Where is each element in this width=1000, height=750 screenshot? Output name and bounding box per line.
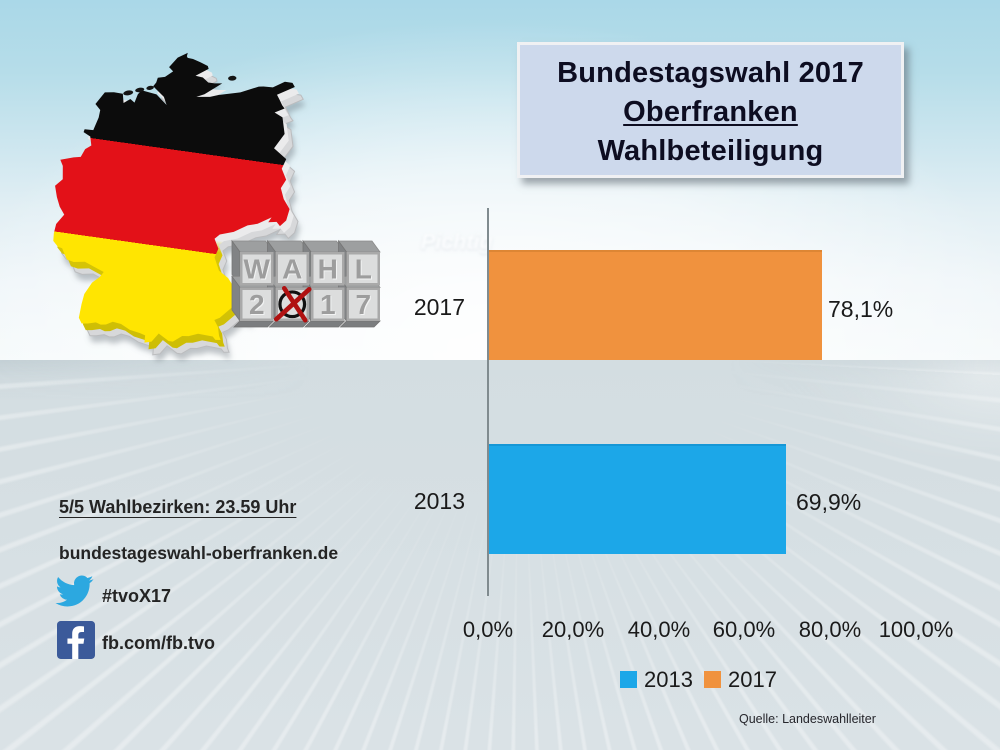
svg-text:A: A — [283, 254, 303, 285]
svg-text:W: W — [245, 254, 272, 285]
svg-text:2: 2 — [250, 290, 266, 321]
svg-text:L: L — [355, 253, 372, 284]
svg-text:H: H — [318, 253, 338, 284]
svg-text:7: 7 — [355, 289, 371, 320]
svg-text:H: H — [319, 254, 339, 285]
svg-text:W: W — [244, 253, 271, 284]
svg-text:7: 7 — [356, 290, 372, 321]
svg-text:L: L — [356, 254, 373, 285]
svg-text:1: 1 — [321, 290, 337, 321]
svg-text:A: A — [282, 253, 302, 284]
svg-text:1: 1 — [320, 289, 336, 320]
svg-text:2: 2 — [249, 289, 265, 320]
